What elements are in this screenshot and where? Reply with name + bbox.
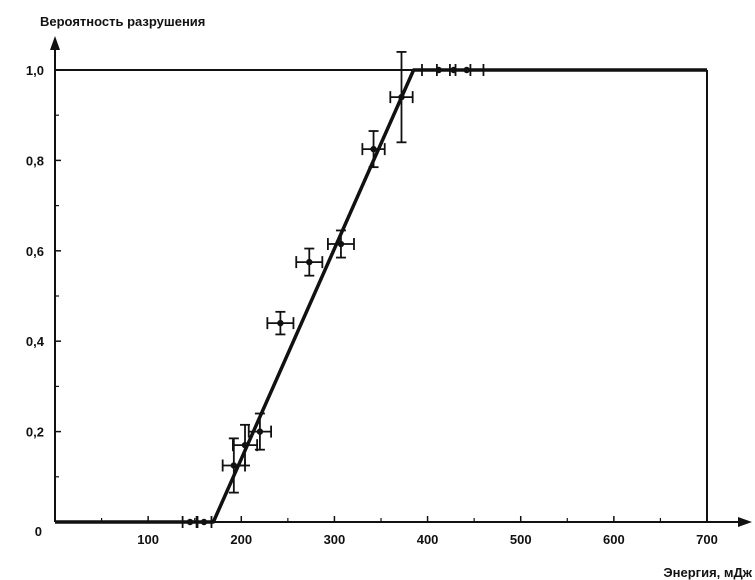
y-tick-label: 0,8: [26, 153, 44, 168]
x-axis-title: Энергия, мДж: [663, 565, 752, 580]
x-tick-label: 700: [696, 532, 718, 547]
y-axis-arrow: [50, 36, 60, 50]
y-tick-label: 0,2: [26, 425, 44, 440]
x-axis-arrow: [738, 517, 752, 527]
x-tick-label: 500: [510, 532, 532, 547]
data-point: [241, 441, 249, 449]
x-tick-label: 400: [417, 532, 439, 547]
data-point: [186, 518, 194, 526]
data-point: [200, 518, 208, 526]
data-point: [306, 258, 313, 266]
x-tick-label: 100: [137, 532, 159, 547]
y-tick-label: 0,6: [26, 244, 44, 259]
y-tick-label: 0: [35, 524, 42, 539]
data-point: [370, 145, 377, 153]
y-tick-label: 0,4: [26, 334, 45, 349]
data-point: [463, 66, 470, 74]
data-points: [181, 51, 485, 528]
fit-line-group: [55, 68, 707, 524]
x-tick-label: 300: [324, 532, 346, 547]
fit-line: [55, 68, 707, 524]
data-point: [337, 240, 345, 248]
data-point: [277, 319, 284, 327]
x-tick-label: 600: [603, 532, 625, 547]
y-axis-title: Вероятность разрушения: [40, 14, 205, 29]
axis-ticks: 100 200 300 400 500 600 700 0 0,2 0,4 0,6 0,8 1,0: [26, 63, 718, 547]
data-point: [256, 428, 264, 435]
y-tick-label: 1,0: [26, 63, 44, 78]
x-tick-label: 200: [230, 532, 252, 547]
data-point: [398, 93, 405, 101]
data-point: [230, 462, 238, 469]
